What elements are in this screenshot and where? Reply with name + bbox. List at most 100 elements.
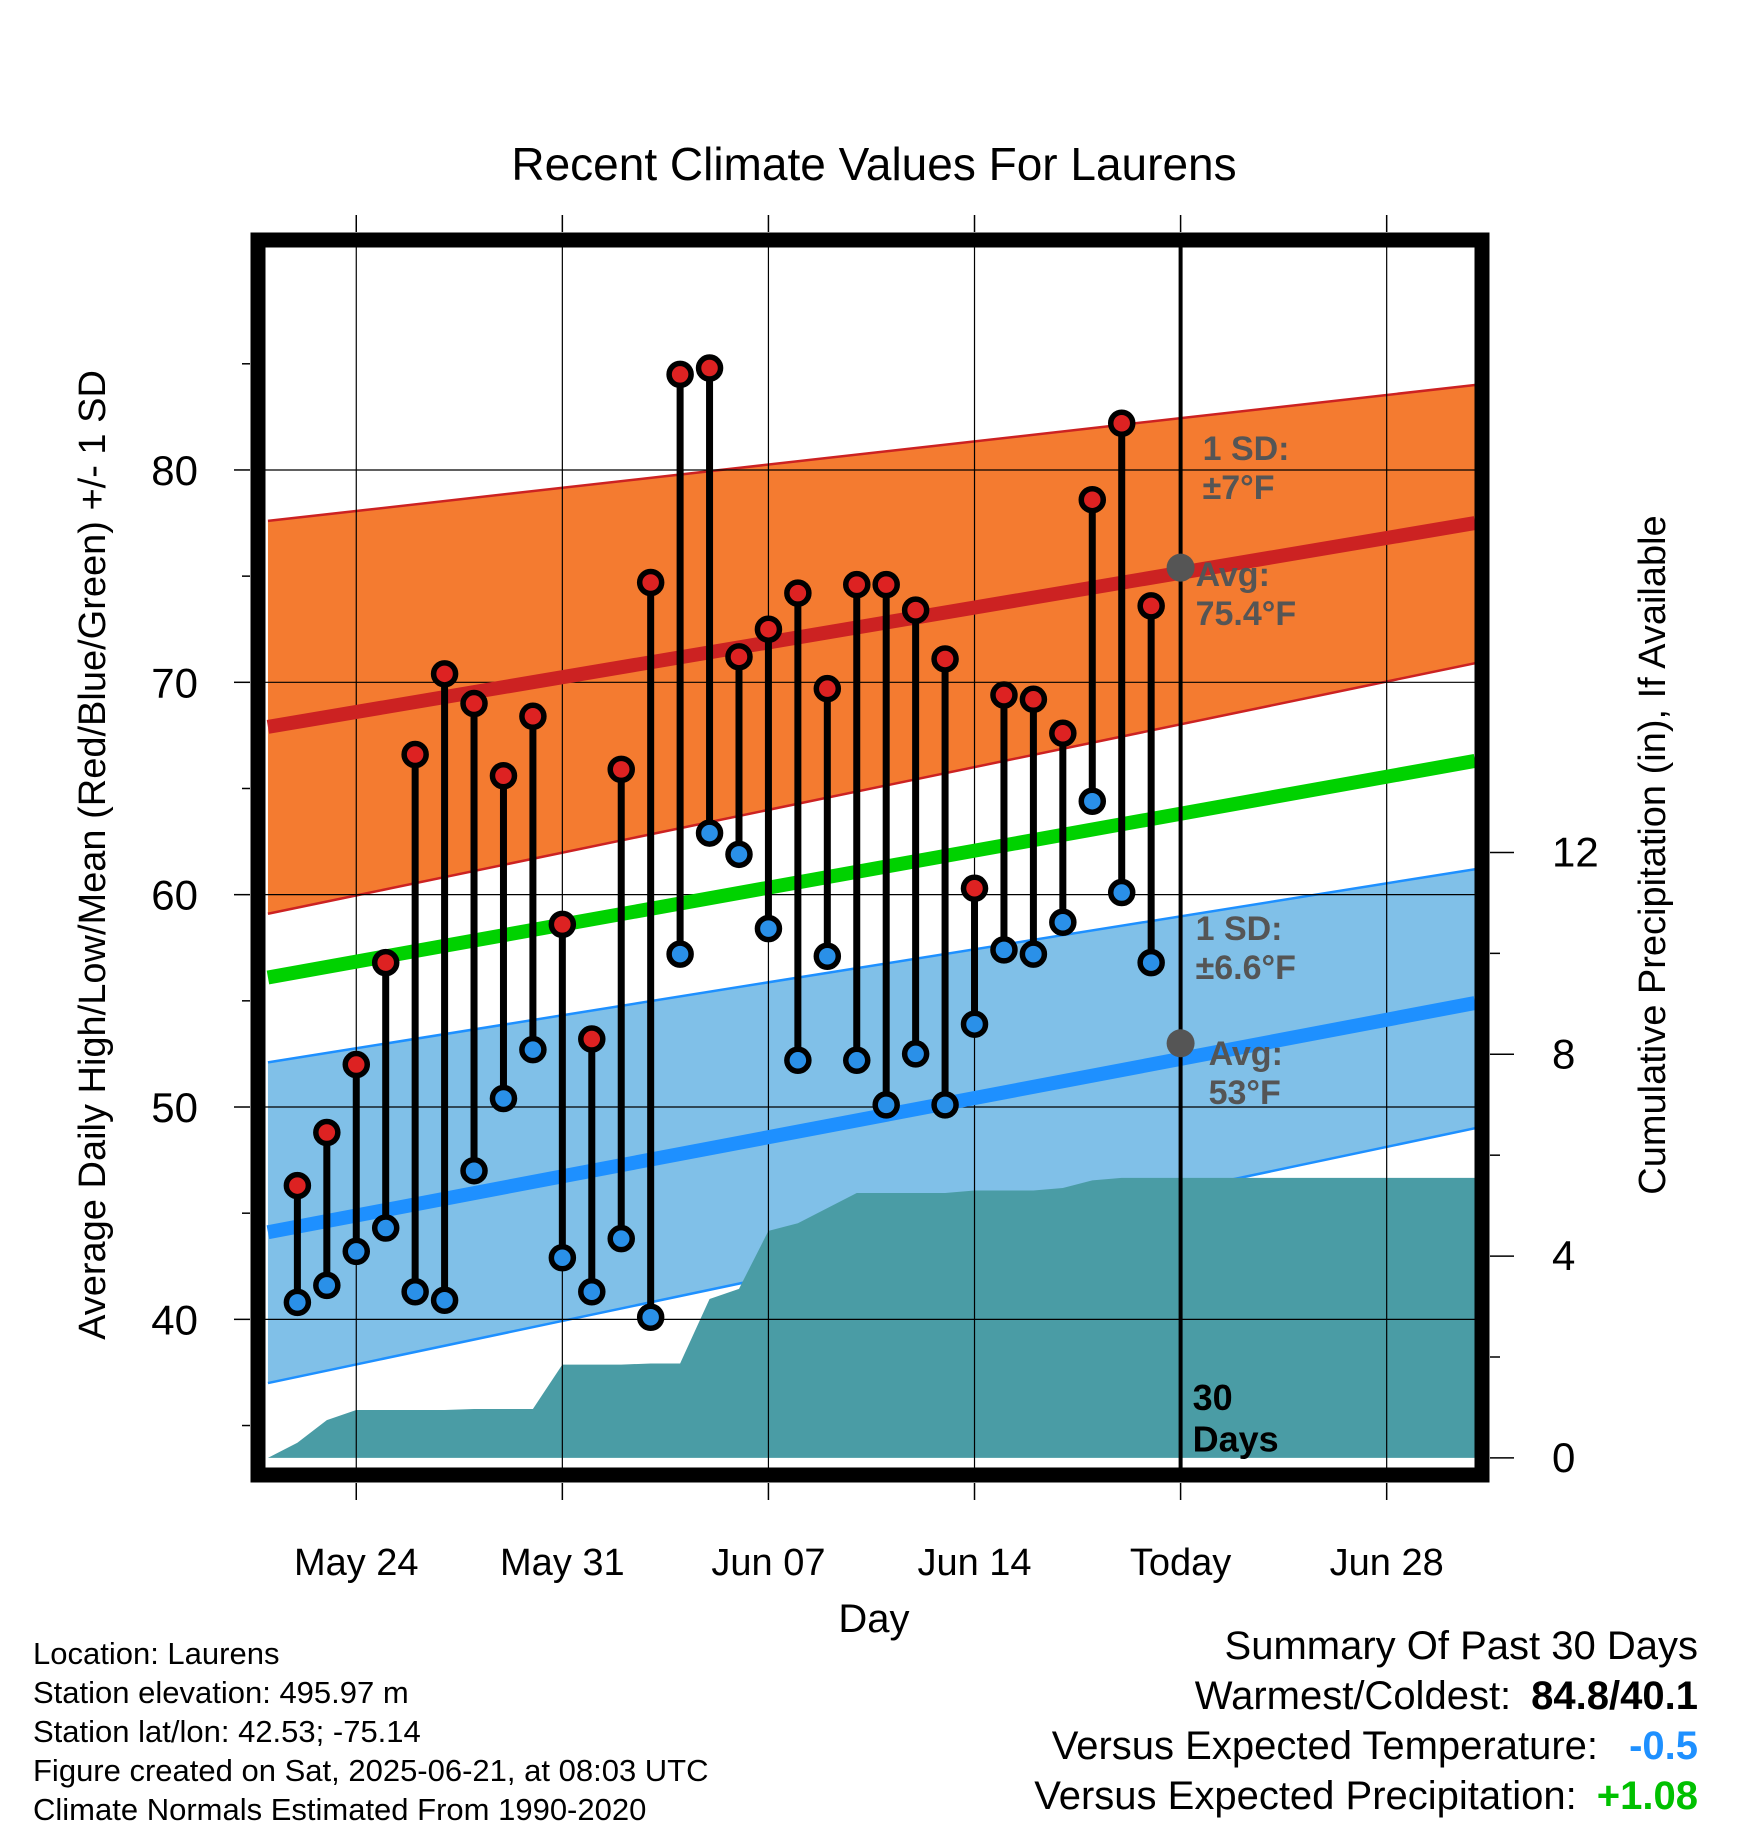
y-left-tick-label: 40 [151,1296,198,1343]
high-dot [666,360,694,389]
summary-title: Summary Of Past 30 Days [1224,1624,1698,1668]
high-dot [519,702,547,731]
high-dot [313,1118,341,1147]
high-dot [1049,719,1077,748]
high-dot [813,674,842,703]
y-left-tick-label: 70 [151,659,198,706]
low-dot [548,1244,577,1272]
x-tick-label: May 31 [500,1542,625,1584]
high-dot [489,761,518,790]
low-dot [813,942,842,970]
high-dot [342,1050,371,1079]
low-dot [578,1278,606,1306]
y-left-tick-label: 60 [151,872,198,919]
high-sd-upper-edge [267,383,1475,523]
low-avg-annotation: Avg: 53°F [1209,1035,1283,1112]
high-dot [931,645,959,673]
high-dot [695,354,724,382]
y-left-tick-label: 50 [151,1084,198,1131]
low-dot [695,819,724,847]
summary-warm-cold-value: 84.8/40.1 [1531,1674,1698,1718]
low-dot [1107,878,1136,907]
today-low-avg-marker [1166,1029,1195,1058]
low-dot [990,936,1018,964]
high-dot [725,643,753,671]
low-dot [430,1286,459,1314]
high-dot [843,570,871,599]
low-dot [901,1040,930,1068]
low-dot [283,1288,312,1317]
low-dot [607,1224,635,1253]
low-dot [371,1214,400,1242]
high-dot [872,570,900,599]
x-tick-label: Jun 14 [917,1542,1031,1584]
low-dot [1137,948,1165,977]
high-dot [1019,685,1048,714]
meta-latlon: Station lat/lon: 42.53; -75.14 [33,1714,421,1749]
y-right-tick-label: 8 [1552,1030,1575,1077]
precip-area [267,1177,1475,1458]
summary-warm-cold-label: Warmest/Coldest: [1194,1674,1512,1718]
x-tick-label: Jun 07 [711,1542,825,1584]
y-left-tick-label: 80 [151,447,198,494]
today-high-avg-marker [1166,553,1195,582]
low-dot [460,1156,488,1185]
high-dot [784,579,812,607]
high-sd-lower-edge [267,661,1475,915]
x-tick-label: Today [1130,1542,1231,1584]
summary-temp: Versus Expected Temperature: -0.5 [1052,1724,1698,1769]
low-dot [313,1271,341,1300]
high-dot [1107,409,1136,437]
high-dot [754,615,783,643]
low-sd-annotation: 1 SD: ±6.6°F [1196,910,1296,987]
high-dot [1078,485,1107,514]
summary-warm-cold: Warmest/Coldest: 84.8/40.1 [1195,1674,1698,1719]
summary-precip-value: +1.08 [1596,1774,1698,1818]
high-dot [636,568,665,597]
high-dot [901,596,930,624]
meta-location: Location: Laurens [33,1636,280,1671]
low-dot [872,1091,900,1119]
low-dot [960,1010,989,1038]
summary-temp-value: -0.5 [1629,1724,1698,1768]
low-dot [931,1091,959,1119]
chart-title: Recent Climate Values For Laurens [511,138,1236,190]
y-right-tick-label: 12 [1552,828,1599,875]
y-right-tick-label: 4 [1552,1232,1575,1279]
low-dot [666,940,694,968]
high-dot [283,1171,312,1200]
x-axis-label: Day [838,1597,909,1641]
x-tick-label: Jun 28 [1330,1542,1444,1584]
high-dot [371,948,400,977]
high-dot [460,689,488,718]
high-dot [548,910,577,939]
low-dot [636,1303,665,1331]
low-dot [1019,940,1048,968]
summary-precip-label: Versus Expected Precipitation: [1034,1774,1577,1818]
plot-frame [250,232,1490,1483]
high-dot [578,1025,606,1053]
high-dot [607,755,635,784]
meta-elevation: Station elevation: 495.97 m [33,1675,409,1710]
low-avg-line [266,996,1475,1240]
high-dot [990,681,1018,709]
meta-normals-period: Climate Normals Estimated From 1990-2020 [33,1792,647,1827]
low-dot [1078,787,1107,815]
low-dot [342,1237,371,1266]
low-dot [754,914,783,943]
low-dot [784,1046,812,1075]
low-sd-upper-edge [267,867,1475,1064]
x-tick-label: May 24 [294,1542,419,1584]
mean-avg-line [266,753,1475,985]
high-sd-band [267,385,1475,914]
summary-precip: Versus Expected Precipitation: +1.08 [1034,1774,1698,1819]
high-dot [1137,592,1165,620]
plot-area: 1 SD: ±7°F Avg: 75.4°F 1 SD: ±6.6°F Avg: 53°F 30… [151,215,1599,1584]
y-axis-label-right: Cumulative Precipitation (in), If Availa… [1632,515,1674,1194]
high-avg-annotation: Avg: 75.4°F [1196,556,1297,633]
low-dot [489,1084,518,1113]
today-days-label: 30 Days [1193,1377,1279,1459]
low-dot [1049,908,1077,937]
low-dot [519,1035,547,1064]
